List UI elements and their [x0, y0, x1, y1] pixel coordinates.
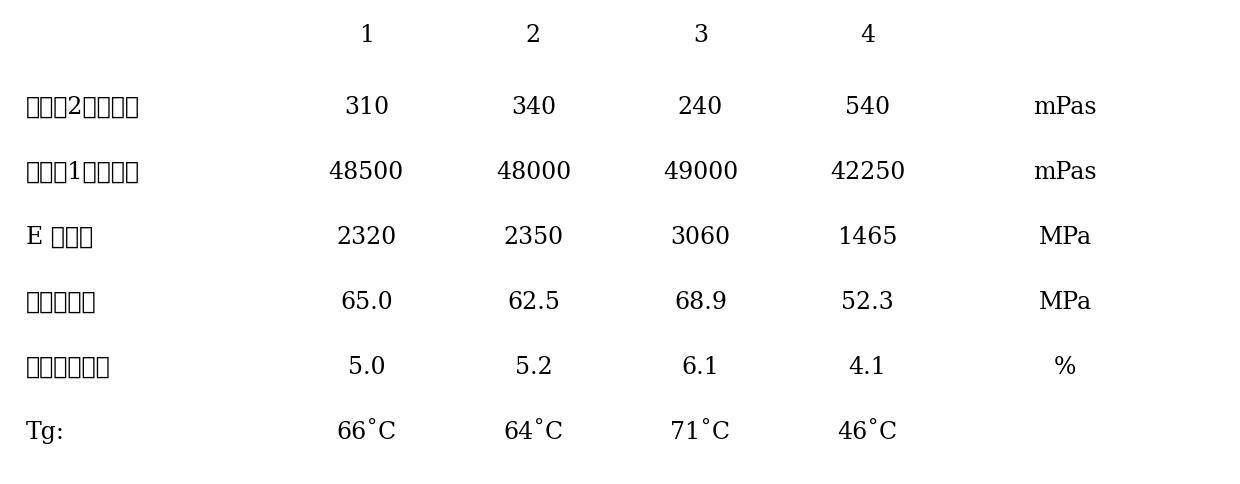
Text: 52.3: 52.3: [841, 291, 894, 314]
Text: mPas: mPas: [1034, 96, 1097, 119]
Text: 5.0: 5.0: [347, 356, 386, 378]
Text: 71˚C: 71˚C: [671, 421, 730, 443]
Text: 240: 240: [678, 96, 723, 119]
Text: 42250: 42250: [830, 161, 905, 184]
Text: 4: 4: [859, 24, 875, 46]
Text: 1465: 1465: [837, 226, 898, 249]
Text: 66˚C: 66˚C: [336, 421, 397, 443]
Text: MPa: MPa: [1039, 291, 1092, 314]
Text: 48500: 48500: [329, 161, 404, 184]
Text: 3060: 3060: [671, 226, 730, 249]
Text: 540: 540: [844, 96, 890, 119]
Text: Tg:: Tg:: [26, 421, 64, 443]
Text: %: %: [1054, 356, 1076, 378]
Text: 1: 1: [358, 24, 374, 46]
Text: 3: 3: [693, 24, 708, 46]
Text: 310: 310: [343, 96, 389, 119]
Text: 6.1: 6.1: [682, 356, 719, 378]
Text: 68.9: 68.9: [673, 291, 727, 314]
Text: 2320: 2320: [336, 226, 397, 249]
Text: 62.5: 62.5: [507, 291, 559, 314]
Text: 2350: 2350: [503, 226, 563, 249]
Text: 65.0: 65.0: [340, 291, 393, 314]
Text: 断裂伸长率：: 断裂伸长率：: [26, 356, 110, 378]
Text: 48000: 48000: [496, 161, 570, 184]
Text: 49000: 49000: [663, 161, 738, 184]
Text: 2: 2: [526, 24, 541, 46]
Text: mPas: mPas: [1034, 161, 1097, 184]
Text: 粘度（2分钟）：: 粘度（2分钟）：: [26, 96, 140, 119]
Text: 抗拉强度：: 抗拉强度：: [26, 291, 97, 314]
Text: MPa: MPa: [1039, 226, 1092, 249]
Text: 5.2: 5.2: [515, 356, 552, 378]
Text: E 模量：: E 模量：: [26, 226, 93, 249]
Text: 340: 340: [511, 96, 556, 119]
Text: 64˚C: 64˚C: [503, 421, 563, 443]
Text: 4.1: 4.1: [848, 356, 887, 378]
Text: 粘度（1小时）：: 粘度（1小时）：: [26, 161, 140, 184]
Text: 46˚C: 46˚C: [837, 421, 898, 443]
